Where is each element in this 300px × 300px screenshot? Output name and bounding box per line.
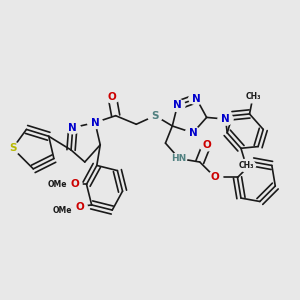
Text: N: N	[188, 128, 197, 138]
Ellipse shape	[105, 91, 120, 103]
Ellipse shape	[67, 178, 82, 190]
Text: O: O	[75, 202, 84, 212]
Text: N: N	[221, 114, 230, 124]
Ellipse shape	[5, 142, 20, 154]
Text: O: O	[70, 179, 79, 189]
Text: S: S	[9, 143, 16, 153]
Ellipse shape	[88, 116, 103, 129]
Ellipse shape	[218, 113, 233, 125]
Text: S: S	[152, 111, 159, 121]
Text: N: N	[68, 123, 77, 133]
Ellipse shape	[208, 171, 223, 184]
Text: CH₃: CH₃	[245, 92, 261, 101]
Ellipse shape	[48, 178, 67, 190]
Text: O: O	[211, 172, 220, 182]
Ellipse shape	[170, 99, 185, 111]
Text: O: O	[202, 140, 211, 150]
Ellipse shape	[172, 152, 187, 165]
Text: HN: HN	[172, 154, 187, 163]
Text: CH₃: CH₃	[238, 161, 254, 170]
Text: N: N	[173, 100, 182, 110]
Text: OMe: OMe	[48, 180, 67, 189]
Ellipse shape	[185, 127, 200, 139]
Text: N: N	[192, 94, 201, 103]
Ellipse shape	[53, 204, 72, 216]
Text: N: N	[91, 118, 100, 128]
Text: O: O	[108, 92, 117, 102]
Ellipse shape	[148, 110, 163, 122]
Ellipse shape	[65, 122, 80, 134]
Ellipse shape	[189, 92, 204, 105]
Text: OMe: OMe	[53, 206, 72, 214]
Ellipse shape	[244, 91, 262, 103]
Ellipse shape	[72, 201, 87, 213]
Ellipse shape	[199, 139, 214, 151]
Ellipse shape	[237, 159, 256, 172]
